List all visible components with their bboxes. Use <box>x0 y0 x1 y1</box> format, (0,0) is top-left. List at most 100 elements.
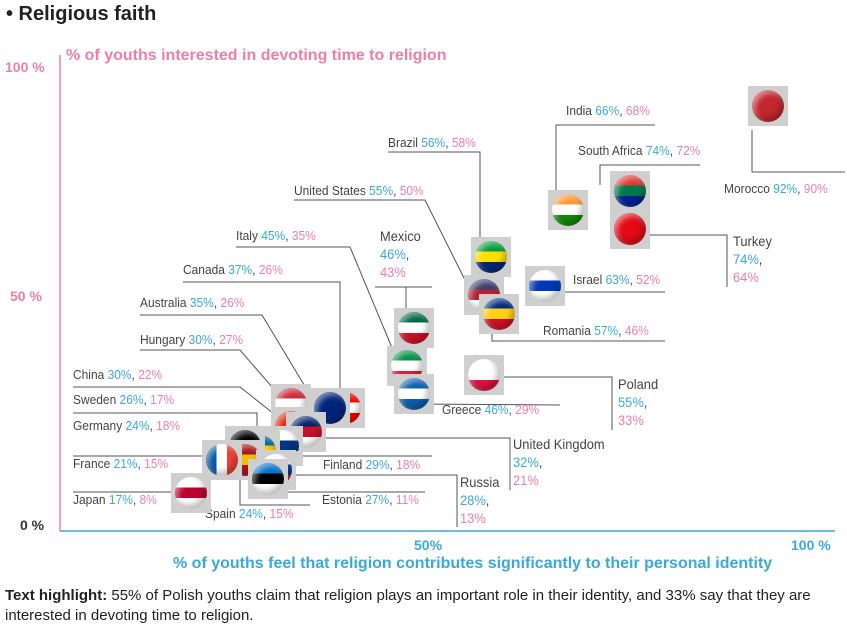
leader-line-australia <box>140 314 319 409</box>
y-value-label: 90% <box>803 181 828 196</box>
y-value-label: 64% <box>733 269 759 285</box>
flag-icon-mexico <box>398 312 431 345</box>
y-value-label: 33% <box>618 412 644 428</box>
y-tick-50: 50 % <box>10 288 42 304</box>
leader-line-united-states <box>294 199 471 291</box>
footnote: Text highlight: 55% of Polish youths cla… <box>5 586 835 626</box>
y-value-label: 29% <box>515 402 540 417</box>
leader-line-poland <box>490 376 613 430</box>
y-value-label: 26% <box>220 295 245 310</box>
x-value-label: 28% <box>460 492 486 508</box>
point-label-romania: Romania 57%, 46% <box>543 323 649 338</box>
country-name: Spain <box>205 506 236 521</box>
country-name: India <box>566 103 592 118</box>
point-label-turkey: Turkey 74%, 64% <box>733 233 772 285</box>
leader-line-russia <box>285 474 458 527</box>
y-value-label: 46% <box>624 323 649 338</box>
x-value-label: 63% <box>605 272 630 287</box>
x-value-label: 66% <box>595 103 620 118</box>
point-label-morocco: Morocco 92%, 90% <box>724 181 828 196</box>
country-name: Australia <box>140 295 187 310</box>
point-label-sweden: Sweden 26%, 17% <box>73 392 175 407</box>
point-label-poland: Poland 55%, 33% <box>618 376 659 428</box>
chart-title: • Religious faith <box>6 3 157 25</box>
point-label-russia: Russia 28%, 13% <box>460 474 500 526</box>
point-label-spain: Spain 24%, 15% <box>205 506 294 521</box>
y-value-label: 26% <box>258 262 283 277</box>
x-value-label: 46% <box>380 246 406 262</box>
leader-line-italy <box>236 246 396 356</box>
x-value-label: 27% <box>365 492 390 507</box>
data-point-romania <box>478 293 519 334</box>
leader-line-united-kingdom <box>300 437 511 490</box>
data-point-estonia <box>247 459 288 500</box>
y-value-label: 68% <box>625 103 650 118</box>
country-name: Germany <box>73 418 123 433</box>
y-value-label: 58% <box>451 135 476 150</box>
y-value-label: 43% <box>380 264 406 280</box>
country-name: France <box>73 456 111 471</box>
country-name: Greece <box>442 402 482 417</box>
y-tick-0: 0 % <box>20 517 45 533</box>
point-label-canada: Canada 37%, 26% <box>183 262 283 277</box>
x-value-label: 74% <box>645 143 670 158</box>
country-name: China <box>73 367 105 382</box>
point-label-greece: Greece 46%, 29% <box>442 402 540 417</box>
y-value-label: 22% <box>138 367 163 382</box>
y-value-label: 72% <box>676 143 701 158</box>
flag-icon-estonia <box>251 463 284 496</box>
flag-icon-turkey <box>613 212 646 245</box>
flag-icon-romania <box>482 297 515 330</box>
country-name: Sweden <box>73 392 117 407</box>
y-value-label: 15% <box>144 456 169 471</box>
data-point-india <box>548 190 589 231</box>
x-value-label: 92% <box>773 181 798 196</box>
country-name: Mexico <box>380 228 421 244</box>
x-value-label: 21% <box>113 456 138 471</box>
country-name: United States <box>294 183 366 198</box>
x-value-label: 17% <box>108 492 133 507</box>
x-value-label: 35% <box>189 295 214 310</box>
country-name: Japan <box>73 492 106 507</box>
country-name: South Africa <box>578 143 643 158</box>
leader-line-spain <box>239 470 310 506</box>
point-label-china: China 30%, 22% <box>73 367 163 382</box>
y-tick-100: 100 % <box>5 59 45 75</box>
data-point-mexico <box>394 308 435 349</box>
point-label-united-kingdom: United Kingdom 32%, 21% <box>513 436 605 488</box>
point-label-south-africa: South Africa 74%, 72% <box>578 143 701 158</box>
x-value-label: 29% <box>365 457 390 472</box>
x-value-label: 46% <box>484 402 509 417</box>
leader-line-brazil <box>388 151 481 255</box>
country-name: Poland <box>618 376 659 392</box>
footnote-bold: Text highlight: <box>5 587 108 604</box>
y-axis-title: % of youths interested in devoting time … <box>66 47 447 64</box>
y-value-label: 17% <box>150 392 175 407</box>
country-name: Hungary <box>140 332 186 347</box>
data-point-poland <box>463 355 504 396</box>
flag-icon-morocco <box>752 90 785 123</box>
country-name: Turkey <box>733 233 772 249</box>
x-tick-100: 100 % <box>791 537 831 553</box>
y-value-label: 50% <box>399 183 424 198</box>
country-name: Italy <box>236 228 258 243</box>
x-value-label: 55% <box>618 394 644 410</box>
x-value-label: 26% <box>119 392 144 407</box>
point-label-finland: Finland 29%, 18% <box>323 457 421 472</box>
data-point-turkey <box>609 208 650 249</box>
data-point-south-africa <box>609 171 650 212</box>
point-label-israel: Israel 63%, 52% <box>573 272 661 287</box>
y-value-label: 18% <box>156 418 181 433</box>
x-value-label: 30% <box>188 332 213 347</box>
footnote-text: 55% of Polish youths claim that religion… <box>5 587 811 624</box>
y-value-label: 35% <box>291 228 316 243</box>
x-value-label: 24% <box>125 418 150 433</box>
flag-icon-france <box>205 444 238 477</box>
flag-icon-brazil <box>475 241 508 274</box>
data-point-morocco <box>748 86 789 127</box>
y-value-label: 11% <box>395 492 419 507</box>
y-value-label: 13% <box>460 510 486 526</box>
point-label-australia: Australia 35%, 26% <box>140 295 245 310</box>
